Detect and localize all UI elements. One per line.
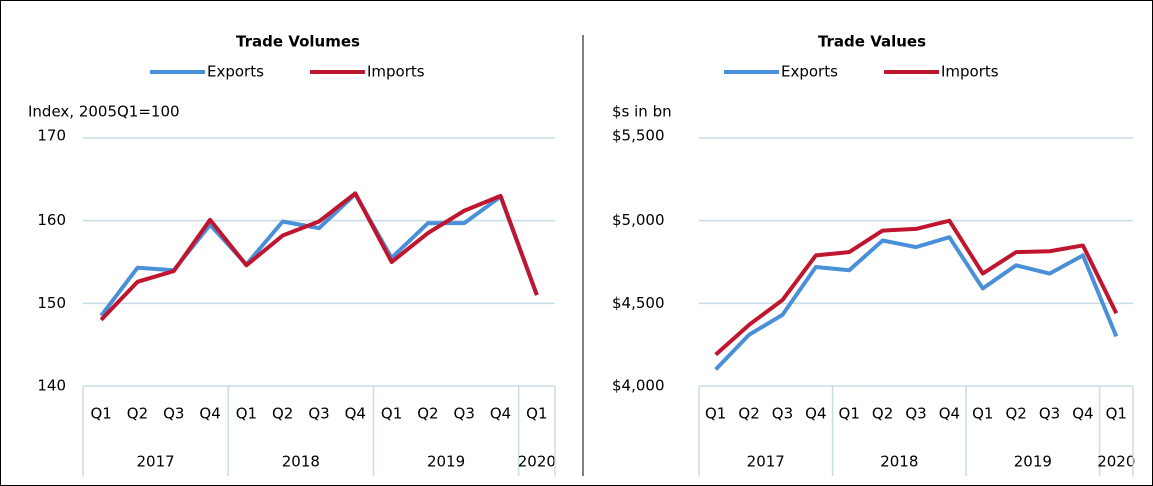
x-tick-label: Q3 <box>1039 405 1060 423</box>
x-tick-label: Q3 <box>772 405 793 423</box>
x-tick-label: Q4 <box>490 405 511 423</box>
y-tick-label: $5,000 <box>612 211 665 229</box>
y-tick-label: 160 <box>37 211 66 229</box>
series-line <box>99 191 539 322</box>
y-tick-label: $4,500 <box>612 294 665 312</box>
x-tick-label: Q2 <box>417 405 438 423</box>
y-tick-label: 140 <box>37 377 66 395</box>
x-tick-label: Q2 <box>738 405 759 423</box>
x-group-label: 2020 <box>1097 453 1135 471</box>
x-tick-label: Q4 <box>345 405 366 423</box>
x-tick-label: Q3 <box>454 405 475 423</box>
x-group-label: 2018 <box>880 453 918 471</box>
x-tick-label: Q1 <box>526 405 547 423</box>
x-group-label: 2017 <box>747 453 785 471</box>
x-group-label: 2019 <box>427 453 465 471</box>
series-line <box>714 235 1119 371</box>
x-group-label: 2019 <box>1014 453 1052 471</box>
y-axis-label: $s in bn <box>612 103 672 121</box>
x-group-label: 2020 <box>518 453 556 471</box>
x-tick-label: Q3 <box>163 405 184 423</box>
x-tick-label: Q2 <box>872 405 893 423</box>
x-tick-label: Q3 <box>905 405 926 423</box>
y-tick-label: $5,500 <box>612 127 665 145</box>
y-tick-label: 170 <box>37 127 66 145</box>
y-tick-label: 150 <box>37 294 66 312</box>
x-group-label: 2018 <box>282 453 320 471</box>
legend-label: Exports <box>781 63 838 81</box>
chart-title: Trade Volumes <box>236 33 360 51</box>
x-tick-label: Q4 <box>199 405 220 423</box>
x-tick-label: Q2 <box>272 405 293 423</box>
x-tick-label: Q2 <box>127 405 148 423</box>
x-tick-label: Q1 <box>1106 405 1127 423</box>
series-line <box>714 218 1119 357</box>
x-tick-label: Q1 <box>839 405 860 423</box>
x-tick-label: Q2 <box>1005 405 1026 423</box>
x-tick-label: Q4 <box>939 405 960 423</box>
legend-label: Exports <box>207 63 264 81</box>
x-tick-label: Q1 <box>90 405 111 423</box>
chart-title: Trade Values <box>818 33 926 51</box>
y-tick-label: $4,000 <box>612 377 665 395</box>
legend-label: Imports <box>367 63 425 81</box>
x-tick-label: Q1 <box>236 405 257 423</box>
x-tick-label: Q1 <box>381 405 402 423</box>
legend-label: Imports <box>941 63 999 81</box>
x-tick-label: Q1 <box>705 405 726 423</box>
x-tick-label: Q4 <box>805 405 826 423</box>
x-tick-label: Q3 <box>308 405 329 423</box>
x-tick-label: Q4 <box>1072 405 1093 423</box>
x-tick-label: Q1 <box>972 405 993 423</box>
y-axis-label: Index, 2005Q1=100 <box>28 103 180 121</box>
x-group-label: 2017 <box>137 453 175 471</box>
